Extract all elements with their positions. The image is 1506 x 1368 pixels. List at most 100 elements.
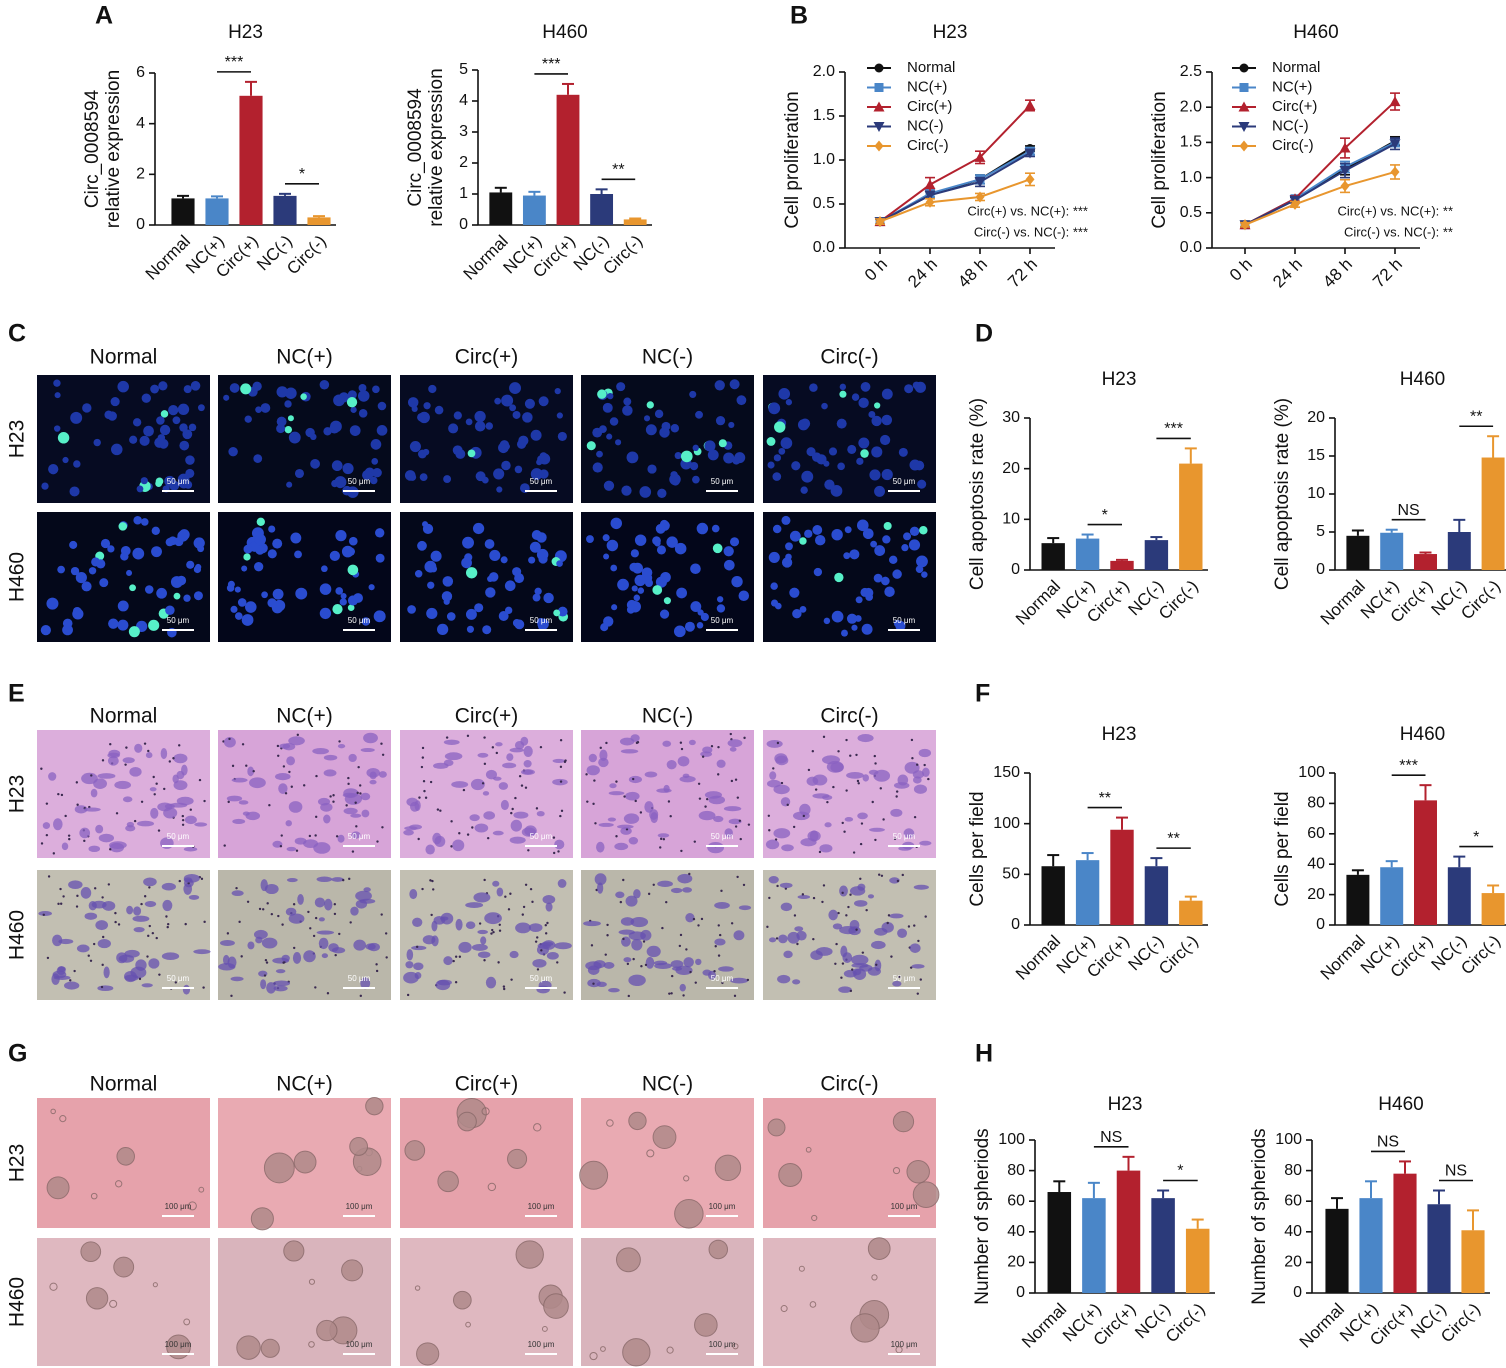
- pore: [148, 924, 151, 928]
- cell: [141, 393, 151, 403]
- scale-bar-label: 50 μm: [167, 616, 190, 625]
- pore: [157, 829, 161, 832]
- pore: [502, 987, 506, 991]
- pore: [539, 745, 543, 749]
- cell: [897, 928, 908, 938]
- pore: [685, 948, 688, 951]
- pore: [359, 784, 362, 787]
- cell: [126, 569, 133, 576]
- cell: [194, 822, 208, 827]
- pore: [717, 924, 720, 927]
- cell: [255, 936, 263, 944]
- cell: [141, 983, 153, 988]
- cell: [107, 545, 115, 553]
- cell: [913, 884, 929, 890]
- cell: [615, 439, 622, 446]
- pore: [913, 924, 916, 927]
- cell: [513, 811, 529, 819]
- cell: [434, 405, 444, 415]
- pore: [292, 946, 296, 950]
- cell: [48, 464, 59, 475]
- pore: [381, 826, 384, 829]
- micrograph: 50 μm: [581, 870, 754, 1000]
- marker: [1339, 166, 1351, 177]
- pore: [700, 917, 704, 921]
- cell: [724, 828, 733, 838]
- micrograph: 100 μm: [763, 1098, 940, 1228]
- x-tick-label: Circ(-): [283, 232, 330, 279]
- pore: [486, 836, 490, 840]
- cell: [93, 778, 108, 789]
- pore: [734, 778, 738, 781]
- cell: [109, 842, 125, 853]
- pore: [605, 741, 608, 745]
- cell: [538, 396, 549, 407]
- pore: [138, 977, 142, 981]
- cell: [319, 607, 332, 620]
- cell: [329, 550, 340, 561]
- pore: [606, 923, 609, 927]
- cell: [711, 524, 720, 533]
- marker: [925, 196, 935, 208]
- cell: [901, 544, 909, 552]
- pore: [812, 937, 815, 941]
- cell: [62, 456, 69, 464]
- error-bar: [245, 80, 257, 96]
- cell: [245, 601, 257, 613]
- column-header: Circ(+): [455, 705, 519, 728]
- cell: [620, 827, 632, 835]
- pore: [767, 814, 771, 817]
- pore: [282, 765, 286, 768]
- spheroid: [589, 1351, 598, 1361]
- marker: [1238, 101, 1250, 112]
- spheroid: [694, 1313, 718, 1337]
- pore: [860, 822, 864, 825]
- spheroid: [481, 1107, 490, 1116]
- cell: [363, 887, 371, 893]
- cell: [279, 743, 291, 749]
- pore: [57, 792, 60, 796]
- cell: [615, 891, 625, 899]
- cell: [791, 461, 801, 471]
- cell: [855, 596, 863, 604]
- spheroid: [50, 1108, 56, 1115]
- pore: [314, 986, 317, 989]
- cell: [348, 753, 357, 763]
- cell: [253, 929, 268, 940]
- cell: [467, 449, 476, 458]
- pore: [429, 780, 433, 784]
- marker: [1239, 140, 1249, 152]
- cell: [161, 882, 176, 891]
- cell: [272, 538, 283, 549]
- x-tick-label: Circ(-): [1155, 577, 1202, 624]
- cell: [165, 605, 175, 616]
- cell: [232, 818, 246, 825]
- pore: [697, 782, 701, 785]
- marker: [874, 140, 884, 152]
- pore: [462, 788, 466, 792]
- cell: [427, 581, 435, 589]
- cell: [316, 876, 333, 882]
- cell: [52, 934, 63, 947]
- cell: [493, 468, 505, 480]
- spheroid: [622, 1338, 651, 1367]
- cell: [281, 954, 290, 962]
- cell: [654, 540, 661, 547]
- pore: [680, 747, 684, 751]
- cell: [41, 482, 49, 490]
- cell: [647, 464, 657, 474]
- cell: [193, 591, 203, 601]
- cell: [117, 380, 129, 393]
- spheroid: [260, 1338, 280, 1358]
- micrograph: 50 μm: [400, 870, 573, 1000]
- cell: [148, 958, 160, 969]
- pore: [73, 969, 76, 973]
- cell: [193, 565, 202, 574]
- cell: [341, 545, 354, 558]
- pore: [168, 760, 171, 763]
- micrograph: 100 μm: [37, 1238, 210, 1366]
- cell: [777, 974, 791, 984]
- cell: [871, 415, 882, 427]
- pore: [878, 873, 881, 876]
- cell: [157, 802, 173, 812]
